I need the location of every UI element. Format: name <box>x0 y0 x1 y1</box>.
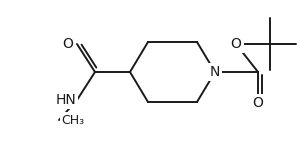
Text: O: O <box>231 37 242 51</box>
Text: N: N <box>210 65 220 79</box>
Text: O: O <box>63 37 74 51</box>
Text: CH₃: CH₃ <box>61 114 84 126</box>
Text: O: O <box>253 96 263 110</box>
Text: HN: HN <box>56 93 76 107</box>
